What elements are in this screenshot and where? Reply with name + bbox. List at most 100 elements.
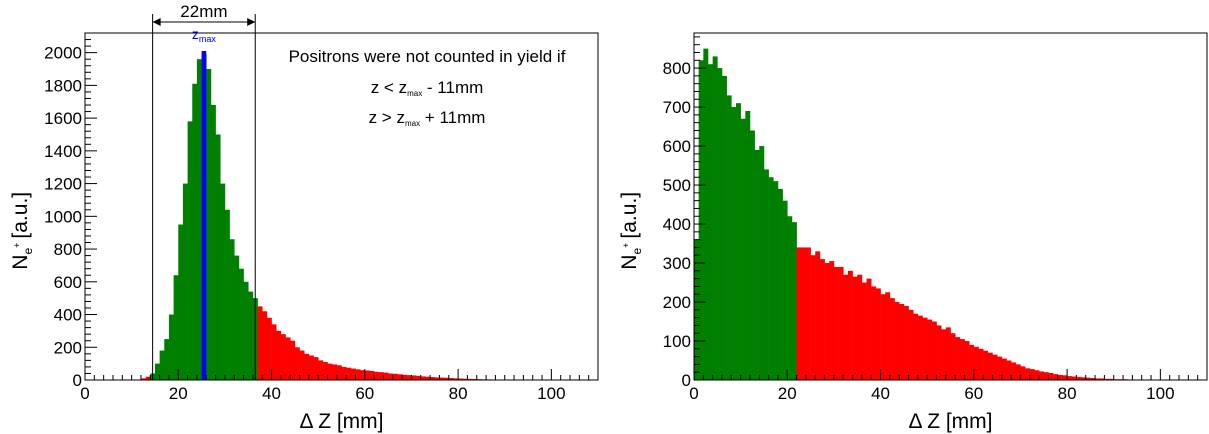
y-tick-label: 2000 xyxy=(44,44,82,63)
histogram-bar xyxy=(791,222,797,380)
histogram-bar xyxy=(290,340,296,380)
histogram-bar xyxy=(903,305,909,380)
histogram-bar xyxy=(248,291,254,380)
histogram-bar xyxy=(215,134,221,380)
histogram-bar xyxy=(392,373,398,380)
y-tick-label: 800 xyxy=(54,240,82,259)
histogram-bar xyxy=(434,377,440,380)
histogram-bar xyxy=(304,353,310,380)
histogram-bar xyxy=(364,370,370,380)
histogram-bar xyxy=(997,356,1003,380)
histogram-bar xyxy=(992,354,998,380)
histogram-bar xyxy=(861,282,867,380)
histogram-bar xyxy=(1048,372,1054,380)
histogram-bar xyxy=(168,314,174,380)
histogram-bar xyxy=(145,376,151,380)
histogram-bar xyxy=(983,350,989,380)
annotation-line-2: z < zmax - 11mm xyxy=(371,78,484,98)
histogram-bar xyxy=(178,224,184,380)
histogram-bar xyxy=(294,347,300,380)
histogram-bar xyxy=(346,367,352,380)
histogram-bar xyxy=(420,376,426,380)
arrow-head-left xyxy=(152,18,161,26)
histogram-bar xyxy=(787,216,793,380)
histogram-bar xyxy=(908,309,914,380)
histogram-bar xyxy=(927,319,933,380)
right-y-axis-title: Ne+[a.u.] xyxy=(618,192,644,270)
histogram-bar xyxy=(1057,374,1063,380)
histogram-bar xyxy=(852,276,858,380)
histogram-bar xyxy=(885,292,891,380)
histogram-bar xyxy=(327,363,333,380)
histogram-bar xyxy=(1006,360,1012,380)
x-tick-label: 60 xyxy=(964,384,983,403)
histogram-bar xyxy=(271,324,277,380)
x-tick-label: 40 xyxy=(262,384,281,403)
histogram-bar xyxy=(810,255,816,380)
histogram-bar xyxy=(266,317,272,380)
annotation-line-1: Positrons were not counted in yield if xyxy=(289,47,566,66)
zmax-bar xyxy=(201,51,207,380)
histogram-bar xyxy=(833,266,839,380)
y-tick-label: 1000 xyxy=(44,207,82,226)
histogram-bar xyxy=(140,378,146,380)
histogram-bar xyxy=(1039,371,1045,380)
left-y-axis-title: Ne+[a.u.] xyxy=(9,192,35,270)
histogram-bar xyxy=(1076,376,1082,380)
histogram-bar xyxy=(1104,378,1110,380)
histogram-bar xyxy=(698,60,704,380)
histogram-bar xyxy=(378,372,384,380)
histogram-bar xyxy=(763,169,769,380)
histogram-bar xyxy=(1095,378,1101,380)
histogram-bar xyxy=(332,364,338,380)
histogram-bar xyxy=(1109,378,1115,380)
y-tick-label: 400 xyxy=(663,215,691,234)
histogram-bar xyxy=(1015,364,1021,380)
y-tick-label: 1600 xyxy=(44,109,82,128)
histogram-bar xyxy=(1029,369,1035,380)
y-tick-label: 700 xyxy=(663,98,691,117)
histogram-bar xyxy=(336,365,342,380)
right-bars xyxy=(694,48,1147,381)
y-tick-label: 0 xyxy=(682,371,691,390)
x-tick-label: 80 xyxy=(449,384,468,403)
histogram-bar xyxy=(164,339,170,380)
left-histogram-panel: 0 20 40 60 80 100 0 200 400 600 800 1000 1200 1400 16… xyxy=(9,2,599,433)
y-tick-label: 1200 xyxy=(44,175,82,194)
histogram-bar xyxy=(866,278,872,380)
histogram-bar xyxy=(318,360,324,380)
histogram-bar xyxy=(950,333,956,380)
histogram-bar xyxy=(187,121,193,381)
histogram-bar xyxy=(196,59,202,380)
histogram-bar xyxy=(1001,358,1007,380)
histogram-bar xyxy=(768,177,774,380)
histogram-bar xyxy=(955,337,961,380)
left-x-axis-ticks: 0 20 40 60 80 100 xyxy=(80,369,599,403)
histogram-bar xyxy=(969,344,975,380)
left-bars xyxy=(131,54,534,381)
histogram-bar xyxy=(280,334,286,380)
histogram-bar xyxy=(824,263,830,380)
histogram-bar xyxy=(731,107,737,381)
histogram-bar xyxy=(262,311,268,380)
histogram-bar xyxy=(458,378,464,380)
histogram-bar xyxy=(1071,376,1077,380)
histogram-bar xyxy=(1020,366,1026,380)
x-tick-label: 80 xyxy=(1058,384,1077,403)
histogram-bar xyxy=(917,315,923,380)
y-tick-label: 200 xyxy=(663,293,691,312)
histogram-bar xyxy=(192,83,198,380)
histogram-bar xyxy=(313,357,319,380)
histogram-bar xyxy=(430,377,436,380)
width-arrow xyxy=(152,18,256,26)
histogram-bar xyxy=(796,247,802,380)
histogram-bar xyxy=(238,268,244,380)
width-arrow-label: 22mm xyxy=(180,2,227,21)
histogram-bar xyxy=(735,103,741,380)
histogram-bar xyxy=(922,317,928,380)
histogram-bar xyxy=(740,118,746,381)
x-tick-label: 60 xyxy=(355,384,374,403)
y-tick-label: 100 xyxy=(663,332,691,351)
histogram-bar xyxy=(1099,378,1105,380)
